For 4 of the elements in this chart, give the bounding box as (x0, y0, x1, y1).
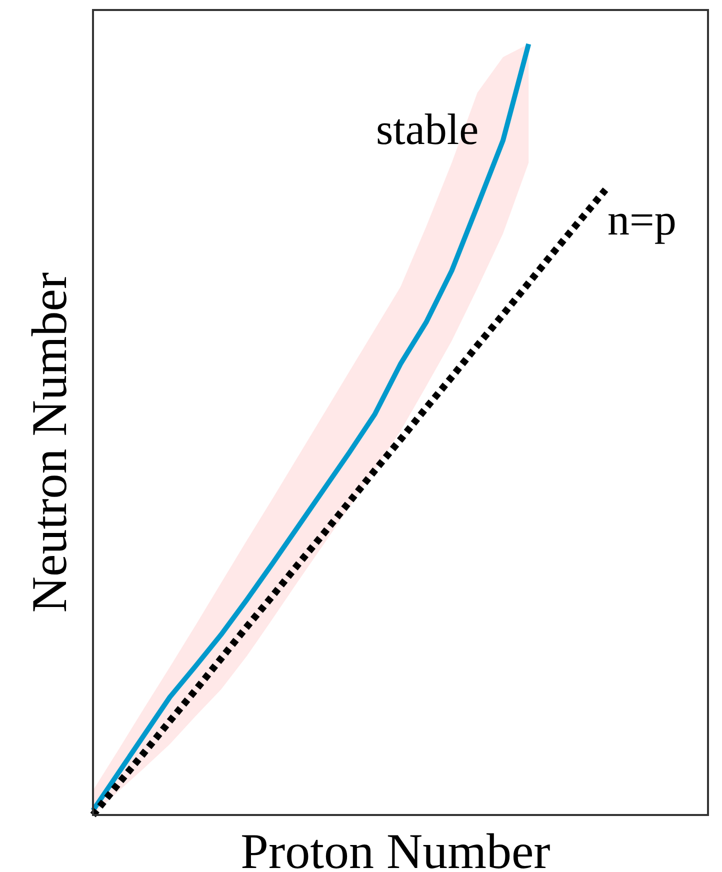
x-axis-title: Proton Number (240, 823, 551, 872)
y-axis-title: Neutron Number (21, 272, 77, 613)
series-label: n=p (608, 196, 676, 245)
series-label: stable (376, 105, 479, 154)
